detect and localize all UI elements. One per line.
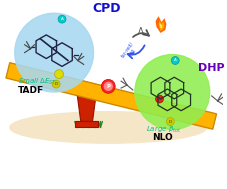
Text: TADF: TADF [18, 86, 44, 94]
Circle shape [55, 70, 64, 79]
Text: far-red/
NIR: far-red/ NIR [120, 40, 140, 61]
Text: Large $\beta_{tot}$: Large $\beta_{tot}$ [146, 124, 181, 135]
Polygon shape [160, 23, 163, 28]
Circle shape [135, 55, 210, 129]
Circle shape [104, 82, 112, 90]
Circle shape [171, 57, 179, 64]
Polygon shape [158, 20, 164, 31]
Text: A: A [174, 58, 177, 63]
Text: NLO: NLO [153, 133, 173, 142]
Ellipse shape [10, 112, 207, 143]
Text: A: A [61, 17, 64, 21]
Text: $\Delta$: $\Delta$ [137, 26, 145, 36]
Text: CPD: CPD [92, 2, 121, 15]
Circle shape [52, 80, 60, 88]
Text: P: P [106, 84, 110, 89]
Circle shape [155, 95, 163, 103]
Text: D: D [54, 82, 58, 86]
Circle shape [101, 79, 115, 93]
Polygon shape [77, 92, 96, 121]
Circle shape [15, 13, 94, 92]
Polygon shape [155, 16, 166, 33]
Text: Small $\Delta E_{ST}$: Small $\Delta E_{ST}$ [18, 77, 57, 87]
Text: DHP: DHP [198, 63, 225, 73]
Polygon shape [75, 121, 99, 127]
Circle shape [58, 15, 66, 23]
Circle shape [166, 118, 174, 125]
Text: D: D [169, 119, 172, 124]
Polygon shape [6, 63, 217, 129]
